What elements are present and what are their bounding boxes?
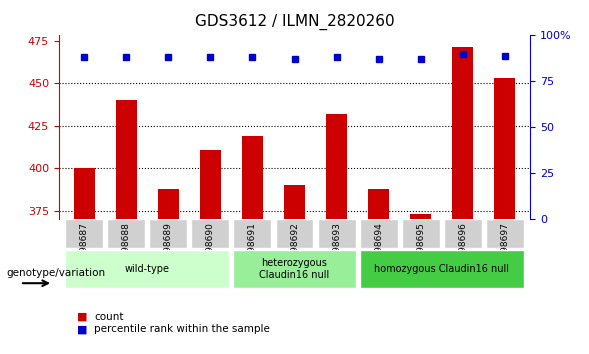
Bar <box>410 215 431 219</box>
FancyBboxPatch shape <box>65 219 103 248</box>
Text: percentile rank within the sample: percentile rank within the sample <box>94 324 270 334</box>
Text: wild-type: wild-type <box>125 264 170 274</box>
Text: GSM498694: GSM498694 <box>374 222 383 277</box>
Text: homozygous Claudin16 null: homozygous Claudin16 null <box>374 264 509 274</box>
Text: GSM498693: GSM498693 <box>332 222 341 277</box>
FancyBboxPatch shape <box>65 250 229 288</box>
FancyBboxPatch shape <box>444 219 482 248</box>
Text: GSM498688: GSM498688 <box>122 222 131 277</box>
Text: GSM498690: GSM498690 <box>206 222 215 277</box>
Text: GSM498691: GSM498691 <box>248 222 257 277</box>
Text: GSM498689: GSM498689 <box>164 222 173 277</box>
Bar <box>452 47 474 219</box>
Bar <box>74 169 95 219</box>
FancyBboxPatch shape <box>233 250 356 288</box>
Bar <box>368 189 389 219</box>
Bar <box>242 136 263 219</box>
Bar <box>326 114 347 219</box>
Bar <box>284 185 305 219</box>
FancyBboxPatch shape <box>191 219 229 248</box>
Text: genotype/variation: genotype/variation <box>6 268 105 278</box>
FancyBboxPatch shape <box>402 219 439 248</box>
FancyBboxPatch shape <box>233 219 272 248</box>
Text: ■: ■ <box>77 324 87 334</box>
FancyBboxPatch shape <box>276 219 313 248</box>
Bar <box>115 100 137 219</box>
Text: GSM498687: GSM498687 <box>80 222 88 277</box>
Text: heterozygous
Claudin16 null: heterozygous Claudin16 null <box>259 258 330 280</box>
Text: GSM498692: GSM498692 <box>290 222 299 277</box>
Text: count: count <box>94 312 124 322</box>
FancyBboxPatch shape <box>317 219 356 248</box>
FancyBboxPatch shape <box>486 219 524 248</box>
Text: GDS3612 / ILMN_2820260: GDS3612 / ILMN_2820260 <box>195 14 394 30</box>
Bar <box>200 150 221 219</box>
Bar <box>158 189 179 219</box>
Text: GSM498697: GSM498697 <box>501 222 509 277</box>
Text: GSM498696: GSM498696 <box>458 222 467 277</box>
Text: ■: ■ <box>77 312 87 322</box>
Bar <box>494 78 515 219</box>
Text: GSM498695: GSM498695 <box>416 222 425 277</box>
FancyBboxPatch shape <box>107 219 145 248</box>
FancyBboxPatch shape <box>360 250 524 288</box>
FancyBboxPatch shape <box>360 219 398 248</box>
FancyBboxPatch shape <box>150 219 187 248</box>
